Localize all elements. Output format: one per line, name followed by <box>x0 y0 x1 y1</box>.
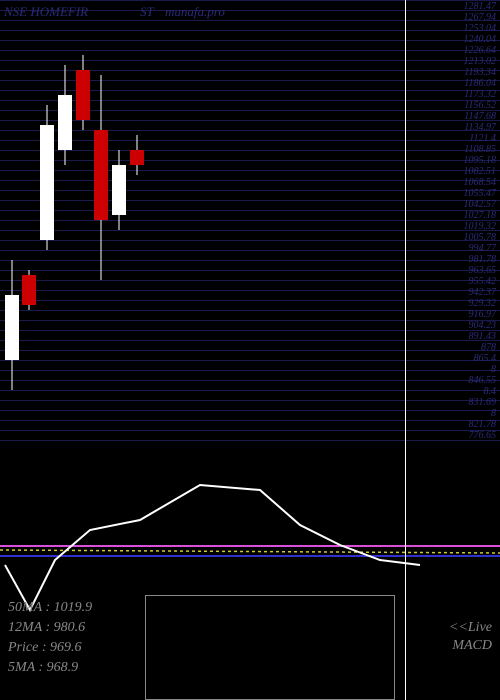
symbol-label: NSE HOMEFIR <box>4 4 88 20</box>
cursor-line <box>405 0 406 700</box>
price-axis: 1281.471267.941253.041240.041226.641213.… <box>443 0 498 450</box>
macd-label: MACD <box>452 638 492 654</box>
symbol-suffix: ST <box>140 4 154 20</box>
ma5-label: 5MA : 968.9 <box>8 660 78 676</box>
live-label: <<Live <box>449 620 492 636</box>
indicator-panel: 50MA : 1019.9 12MA : 980.6 Price : 969.6… <box>0 450 500 700</box>
price-chart: NSE HOMEFIR ST munafa.pro 1281.471267.94… <box>0 0 500 450</box>
ma12-label: 12MA : 980.6 <box>8 620 85 636</box>
signal-line <box>5 485 420 610</box>
ma-line-yellow <box>0 550 500 553</box>
watermark: munafa.pro <box>165 4 225 20</box>
ma50-label: 50MA : 1019.9 <box>8 600 92 616</box>
price-label: Price : 969.6 <box>8 640 81 656</box>
